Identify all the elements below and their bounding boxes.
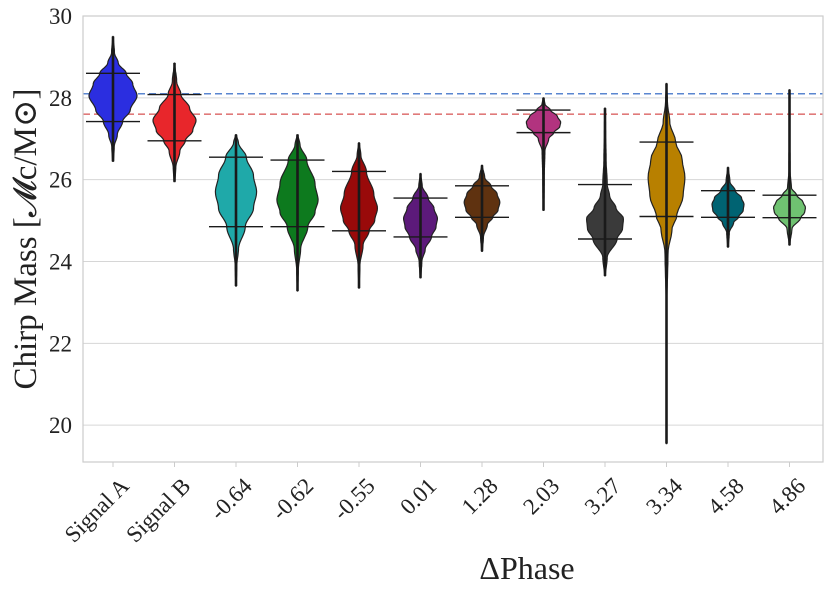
y-tick-label: 26: [49, 168, 72, 193]
x-tick-label: Signal A: [60, 473, 134, 547]
x-tick-label: -0.55: [328, 473, 380, 525]
y-tick-labels: 20 22 24 26 28 30: [49, 4, 73, 438]
x-tick-label: 4.86: [764, 473, 810, 519]
y-axis-label: Chirp Mass [𝓜c/M⊙]: [8, 88, 44, 389]
x-tick-label: 0.01: [395, 473, 441, 519]
x-tick-label: 4.58: [703, 473, 749, 519]
y-tick-label: 20: [49, 413, 72, 438]
reference-lines: [83, 92, 823, 116]
y-tick-label: 28: [49, 86, 72, 111]
x-tick-label: -0.62: [267, 473, 319, 525]
x-axis-label: ΔPhase: [479, 550, 574, 586]
violins: [86, 35, 817, 445]
y-tick-label: 22: [49, 331, 72, 356]
x-tick-label: Signal B: [121, 473, 195, 547]
y-tick-label: 24: [49, 250, 73, 275]
x-tick-label: 3.34: [641, 473, 687, 519]
x-tick-label: -0.64: [205, 473, 257, 525]
x-tick-label: 3.27: [580, 473, 626, 519]
plot-background: [83, 16, 823, 462]
x-tick-label: 2.03: [518, 473, 564, 519]
plot-frame: [82, 15, 824, 463]
x-tick-label: 1.28: [457, 473, 503, 519]
y-tick-label: 30: [49, 4, 72, 29]
